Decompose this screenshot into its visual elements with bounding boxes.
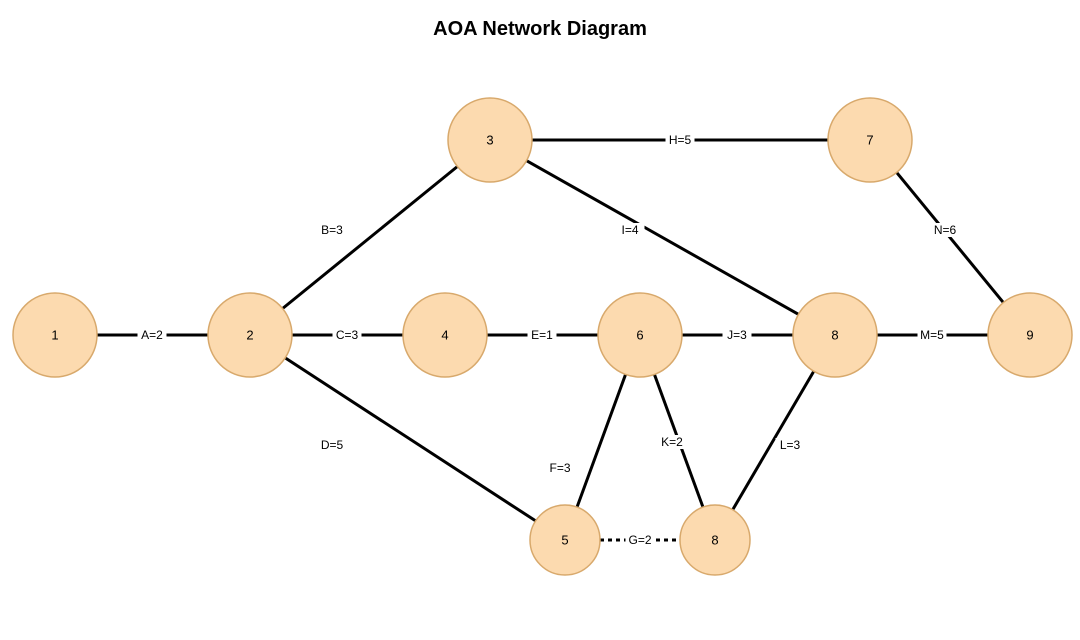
node-label: 8 — [831, 328, 838, 343]
edge-label: A=2 — [141, 328, 163, 342]
network-diagram: A=2 B=3 C=3 D=5 E=1 F=3 G=2 H=5 I=4 J=3 K=2 L=3 M=5 N… — [0, 0, 1080, 640]
node-label: 8 — [711, 533, 718, 548]
node-label: 6 — [636, 328, 643, 343]
node-label: 2 — [246, 328, 253, 343]
node-label: 5 — [561, 533, 568, 548]
edge-label: I=4 — [621, 223, 638, 237]
node-label: 1 — [51, 328, 58, 343]
edge-label: G=2 — [628, 533, 651, 547]
edge-label: B=3 — [321, 223, 343, 237]
node-label: 3 — [486, 133, 493, 148]
edge — [283, 166, 458, 308]
edge-label: C=3 — [336, 328, 359, 342]
node-label: 4 — [441, 328, 448, 343]
edge-label: K=2 — [661, 435, 683, 449]
edge-label: J=3 — [727, 328, 747, 342]
edge-label: E=1 — [531, 328, 553, 342]
edge-label: H=5 — [669, 133, 692, 147]
edge-label: D=5 — [321, 438, 344, 452]
edge — [897, 172, 1004, 302]
edge-label: L=3 — [780, 438, 801, 452]
edge-label: F=3 — [549, 461, 570, 475]
edge-label: N=6 — [934, 223, 957, 237]
node-label: 9 — [1026, 328, 1033, 343]
edge — [577, 374, 626, 507]
node-label: 7 — [866, 133, 873, 148]
edge-label: M=5 — [920, 328, 944, 342]
edge — [527, 161, 799, 315]
